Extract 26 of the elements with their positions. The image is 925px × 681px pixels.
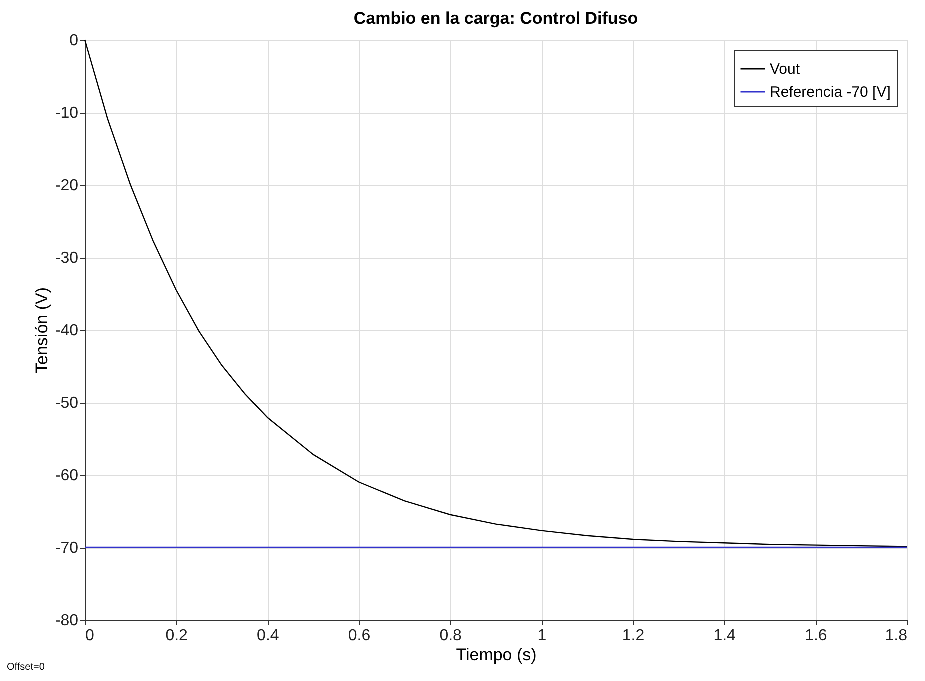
x-axis-title: Tiempo (s)	[456, 646, 537, 664]
x-tick-label: 0.4	[257, 628, 280, 644]
y-tick-label: 0	[70, 32, 79, 50]
x-tick-label: 0.8	[440, 628, 462, 644]
legend-label: Vout	[770, 61, 801, 78]
y-axis-title: Tensión (V)	[32, 288, 52, 374]
legend-label: Referencia -70 [V]	[770, 84, 891, 101]
y-tick-label: -50	[55, 395, 79, 412]
line-series	[84, 39, 908, 548]
text: Offset=0	[7, 662, 46, 673]
x-tick-label: 1	[538, 628, 547, 644]
x-tick-label: 1.4	[714, 628, 736, 644]
x-tick-label: 1.6	[805, 628, 828, 644]
x-tick-label: 1.8	[885, 628, 908, 644]
x-tick-label: 1.2	[622, 628, 645, 644]
x-tick-label: 0.6	[348, 628, 371, 644]
x-tick-label: 0	[86, 628, 94, 644]
y-tick-label: -30	[55, 250, 79, 267]
y-tick-label: -20	[55, 178, 79, 194]
x-tick-label: 0.2	[166, 628, 188, 644]
chart-title: Cambio en la carga: Control Difuso	[354, 9, 638, 28]
y-tick-label: -60	[55, 468, 79, 484]
y-tick-label: -40	[55, 322, 79, 340]
y-tick-label: -10	[55, 105, 79, 122]
y-tick-label: -80	[55, 612, 79, 630]
y-tick-label: -70	[55, 540, 79, 557]
